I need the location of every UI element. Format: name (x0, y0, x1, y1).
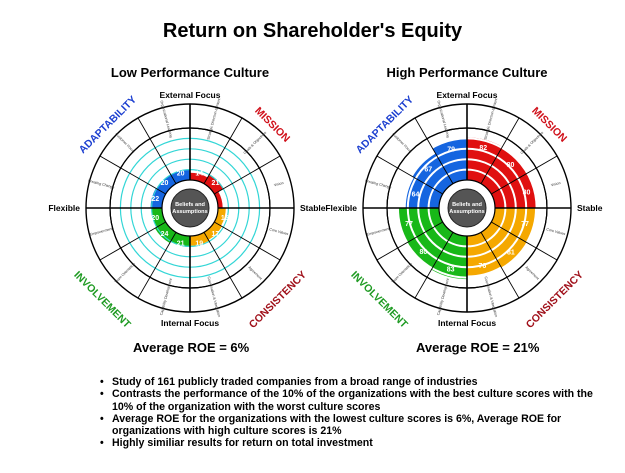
axis-label-top: External Focus (437, 90, 498, 100)
low-performance-diagram: Low Performance Culture Strategic Direct… (48, 65, 325, 331)
score-label: 9 (223, 196, 227, 203)
axis-label-top: External Focus (160, 90, 221, 100)
score-fill (204, 222, 222, 240)
score-label: 20 (151, 215, 159, 222)
spoke (491, 221, 558, 261)
score-label: 17 (212, 231, 220, 238)
score-label: 80 (507, 162, 515, 169)
axis-label-bottom: Internal Focus (161, 318, 219, 328)
axis-label-left: Flexible (325, 203, 357, 213)
segment-label: Core Values (546, 227, 566, 236)
study-notes: Study of 161 publicly traded companies f… (100, 376, 600, 450)
score-fill (156, 174, 176, 194)
center-label: Beliefs and (175, 202, 205, 208)
score-label: 81 (507, 249, 515, 256)
score-label: 83 (447, 267, 455, 274)
segment-label: Vision (551, 181, 561, 187)
score-label: 77 (405, 221, 413, 228)
center-hub (170, 188, 210, 228)
score-label: 21 (212, 180, 220, 187)
score-label: 19 (195, 240, 203, 247)
score-label: 24 (161, 231, 169, 238)
segment-label: Empowerment (366, 227, 389, 237)
score-label: 82 (479, 145, 487, 152)
spoke (137, 117, 177, 184)
axis-label-right: Stable (300, 203, 326, 213)
score-label: 79 (447, 147, 455, 154)
spoke (214, 155, 281, 195)
segment-label: Core Values (269, 227, 289, 236)
diagram-heading: High Performance Culture (386, 65, 547, 80)
score-fill (214, 208, 226, 226)
center-hub (447, 188, 487, 228)
diagram-heading: Low Performance Culture (111, 65, 269, 80)
note-item: Highly similiar results for return on to… (100, 437, 600, 450)
score-label: 20 (177, 171, 185, 178)
spoke (480, 117, 520, 184)
score-label: 15 (221, 215, 229, 222)
segment-label: Empowerment (89, 227, 112, 237)
spoke (99, 221, 166, 261)
high-roe-label: Average ROE = 21% (416, 340, 540, 355)
center-label: Assumptions (172, 209, 207, 215)
note-item: Average ROE for the organizations with t… (100, 413, 600, 438)
score-label: 21 (177, 240, 185, 247)
center-label: Assumptions (449, 209, 484, 215)
score-label: 80 (523, 190, 531, 197)
score-fill (405, 177, 443, 208)
score-fill (214, 191, 223, 208)
spoke (491, 155, 558, 195)
spoke (203, 232, 243, 299)
score-label: 22 (151, 196, 159, 203)
segment-label: Vision (274, 181, 284, 187)
score-label: 76 (479, 263, 487, 270)
score-label: 67 (424, 167, 432, 174)
axis-label-right: Stable (577, 203, 603, 213)
score-label: 14 (195, 171, 203, 178)
axis-label-bottom: Internal Focus (438, 318, 496, 328)
spoke (376, 221, 443, 261)
score-label: 20 (161, 180, 169, 187)
spoke (480, 232, 520, 299)
score-label: 80 (420, 249, 428, 256)
spoke (137, 232, 177, 299)
center-label: Beliefs and (452, 202, 482, 208)
note-item: Study of 161 publicly traded companies f… (100, 376, 600, 389)
score-fill (190, 172, 208, 184)
score-label: 64 (412, 192, 420, 199)
spoke (414, 117, 454, 184)
score-label: 77 (521, 221, 529, 228)
spoke (414, 232, 454, 299)
score-fill (204, 174, 224, 194)
segment-label: Creating Change (365, 179, 392, 190)
axis-label-left: Flexible (48, 203, 80, 213)
spoke (99, 155, 166, 195)
note-item: Contrasts the performance of the 10% of … (100, 388, 600, 413)
score-fill (154, 222, 176, 244)
page-title: Return on Shareholder's Equity (162, 20, 463, 42)
low-roe-label: Average ROE = 6% (133, 340, 250, 355)
segment-label: Creating Change (88, 179, 115, 190)
spoke (376, 155, 443, 195)
high-performance-diagram: High Performance Culture Strategic Direc… (325, 65, 602, 331)
spoke (203, 117, 243, 184)
spoke (214, 221, 281, 261)
